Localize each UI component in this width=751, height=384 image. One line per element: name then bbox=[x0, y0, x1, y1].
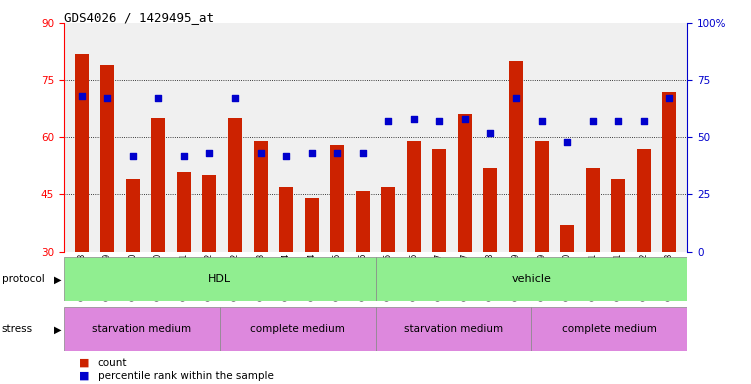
Bar bbox=[376, 307, 532, 351]
Bar bbox=[376, 257, 687, 301]
Text: ■: ■ bbox=[79, 371, 89, 381]
Point bbox=[280, 152, 292, 159]
Point bbox=[357, 150, 369, 156]
Point bbox=[408, 116, 420, 122]
Bar bbox=[611, 179, 626, 252]
Text: HDL: HDL bbox=[208, 274, 231, 285]
Text: vehicle: vehicle bbox=[511, 274, 551, 285]
Bar bbox=[535, 141, 548, 252]
Bar bbox=[586, 168, 599, 252]
Point bbox=[459, 116, 471, 122]
Point bbox=[587, 118, 599, 124]
Point bbox=[306, 150, 318, 156]
Point bbox=[229, 95, 241, 101]
Bar bbox=[509, 61, 523, 252]
Bar bbox=[662, 92, 677, 252]
Bar bbox=[254, 141, 267, 252]
Bar bbox=[64, 307, 220, 351]
Text: protocol: protocol bbox=[2, 274, 44, 285]
Bar bbox=[279, 187, 293, 252]
Bar bbox=[532, 307, 687, 351]
Bar bbox=[125, 179, 140, 252]
Point bbox=[101, 95, 113, 101]
Bar bbox=[305, 198, 318, 252]
Bar bbox=[356, 190, 369, 252]
Text: ▶: ▶ bbox=[54, 324, 62, 334]
Text: ■: ■ bbox=[79, 358, 89, 368]
Point bbox=[127, 152, 139, 159]
Point bbox=[484, 130, 496, 136]
Point bbox=[510, 95, 522, 101]
Bar bbox=[152, 118, 165, 252]
Bar bbox=[64, 257, 376, 301]
Point bbox=[204, 150, 216, 156]
Bar bbox=[433, 149, 446, 252]
Bar bbox=[74, 53, 89, 252]
Bar bbox=[330, 145, 344, 252]
Point bbox=[76, 93, 88, 99]
Bar bbox=[458, 114, 472, 252]
Bar bbox=[560, 225, 574, 252]
Point bbox=[331, 150, 343, 156]
Bar bbox=[228, 118, 242, 252]
Text: GDS4026 / 1429495_at: GDS4026 / 1429495_at bbox=[64, 12, 214, 25]
Text: stress: stress bbox=[2, 324, 32, 334]
Text: count: count bbox=[98, 358, 127, 368]
Text: complete medium: complete medium bbox=[250, 324, 345, 334]
Bar bbox=[203, 175, 216, 252]
Point bbox=[663, 95, 675, 101]
Point bbox=[535, 118, 547, 124]
Text: ▶: ▶ bbox=[54, 274, 62, 285]
Point bbox=[152, 95, 164, 101]
Bar bbox=[484, 168, 497, 252]
Point bbox=[178, 152, 190, 159]
Point bbox=[638, 118, 650, 124]
Point bbox=[612, 118, 624, 124]
Bar bbox=[407, 141, 421, 252]
Text: starvation medium: starvation medium bbox=[404, 324, 503, 334]
Point bbox=[561, 139, 573, 145]
Text: complete medium: complete medium bbox=[562, 324, 656, 334]
Text: percentile rank within the sample: percentile rank within the sample bbox=[98, 371, 273, 381]
Bar bbox=[100, 65, 114, 252]
Point bbox=[433, 118, 445, 124]
Bar bbox=[220, 307, 376, 351]
Text: starvation medium: starvation medium bbox=[92, 324, 192, 334]
Point bbox=[255, 150, 267, 156]
Bar bbox=[177, 172, 191, 252]
Point bbox=[382, 118, 394, 124]
Bar bbox=[637, 149, 651, 252]
Bar bbox=[382, 187, 395, 252]
